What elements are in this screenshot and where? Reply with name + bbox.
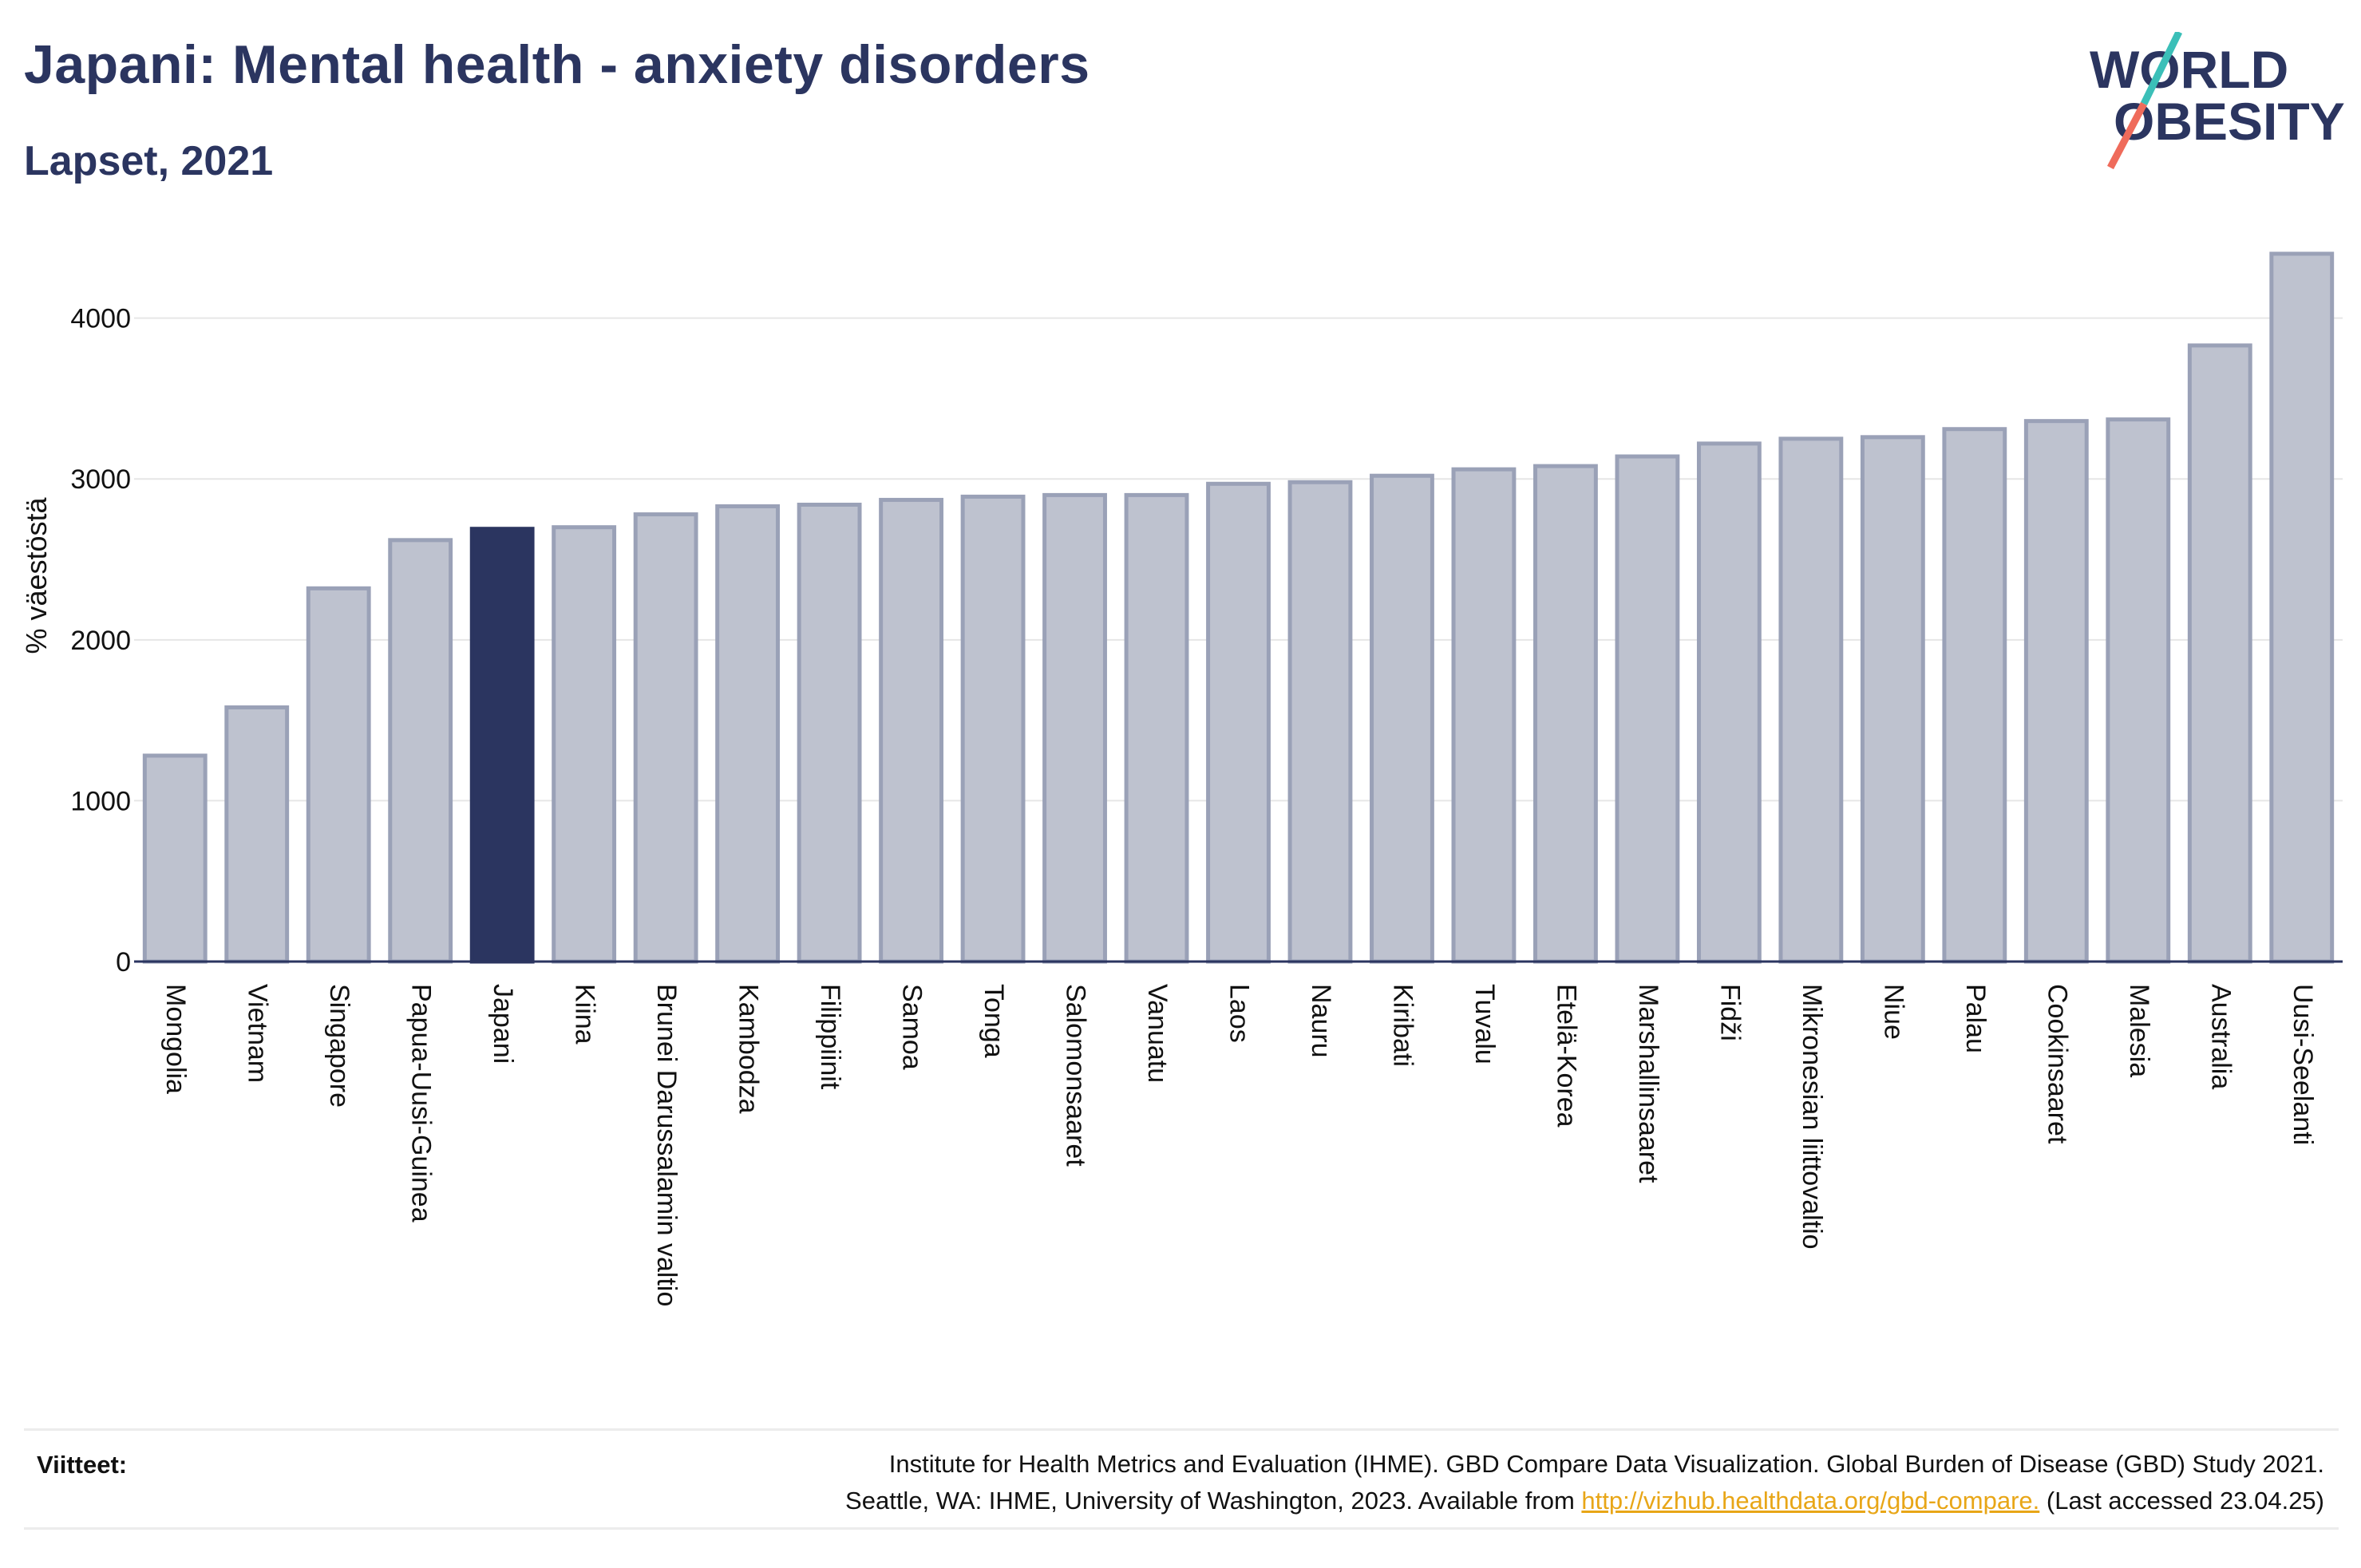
x-tick-label: Cookinsaaret: [2042, 984, 2072, 1144]
x-tick-label: Niue: [1878, 984, 1908, 1040]
reference-link[interactable]: http://vizhub.healthdata.org/gbd-compare…: [1581, 1487, 2040, 1515]
bar-etelä-korea: [1533, 464, 1598, 964]
x-tick-label: Salomonsaaret: [1061, 984, 1091, 1167]
reference-line-2: Seattle, WA: IHME, University of Washing…: [409, 1483, 2324, 1519]
x-tick-label: Brunei Darussalamin valtio: [651, 984, 682, 1306]
y-tick-label: 0: [116, 947, 131, 978]
bar-tonga: [960, 494, 1026, 964]
y-tick-label: 1000: [70, 786, 131, 816]
world-obesity-logo: WORLD OBESITY: [2090, 32, 2345, 170]
y-tick-label: 4000: [70, 304, 131, 334]
logo-slash-top: [2140, 32, 2183, 105]
x-tick-label: Laos: [1224, 984, 1255, 1043]
bar-filippiinit: [797, 502, 862, 964]
bar-vietnam: [224, 705, 290, 964]
x-tick-label: Malesia: [2124, 984, 2154, 1077]
y-tick-label: 3000: [70, 464, 131, 495]
bar-tuvalu: [1451, 467, 1517, 964]
x-tick-label: Mikronesian liittovaltio: [1797, 984, 1827, 1250]
references-label: Viitteet:: [37, 1451, 128, 1479]
x-tick-label: Mongolia: [160, 984, 191, 1094]
x-tick-label: Vanuatu: [1142, 984, 1173, 1083]
references-text: Institute for Health Metrics and Evaluat…: [409, 1446, 2324, 1519]
bar-palau: [1942, 427, 2007, 964]
y-axis-label: % väestöstä: [20, 496, 53, 654]
x-tick-label: Kambodza: [734, 984, 764, 1114]
reference-line-1: Institute for Health Metrics and Evaluat…: [888, 1450, 2324, 1478]
y-tick-labels: 0 1000 2000 3000 4000: [70, 304, 131, 978]
x-tick-label: Singapore: [324, 984, 354, 1108]
bar-marshallinsaaret: [1615, 454, 1680, 964]
bar-malesia: [2106, 417, 2171, 964]
bar-samoa: [879, 497, 943, 964]
bar-singapore: [306, 586, 371, 964]
bar-cookinsaaret: [2023, 419, 2089, 964]
bar-japani: [469, 527, 535, 964]
bar-nauru: [1287, 480, 1353, 964]
x-tick-label: Kiina: [570, 984, 600, 1045]
bar-fidži: [1696, 441, 1762, 964]
bar-vanuatu: [1124, 492, 1189, 964]
x-tick-label: Papua-Uusi-Guinea: [406, 984, 437, 1222]
x-tick-label: Kiribati: [1387, 984, 1418, 1067]
bar-kiribati: [1370, 473, 1434, 964]
x-tick-label: Vietnam: [243, 984, 273, 1083]
bar-mikronesian-liittovaltio: [1778, 436, 1844, 964]
bar-uusi-seelanti: [2269, 251, 2335, 964]
y-tick-label: 2000: [70, 626, 131, 656]
x-tick-label: Tuvalu: [1469, 984, 1500, 1064]
bar-kambodza: [715, 504, 781, 964]
x-tick-label: Marshallinsaaret: [1633, 984, 1663, 1183]
reference-suffix: (Last accessed 23.04.25): [2039, 1487, 2324, 1515]
bar-kiina: [552, 525, 617, 964]
x-tick-label: Filippiinit: [815, 984, 845, 1090]
x-tick-label: Uusi-Seelanti: [2288, 984, 2318, 1145]
bar-brunei-darussalamin-valtio: [633, 512, 698, 964]
x-tick-label: Etelä-Korea: [1551, 984, 1581, 1128]
bar-papua-uusi-guinea: [388, 538, 453, 964]
x-tick-label: Japani: [488, 984, 518, 1064]
x-tick-labels: Mongolia Vietnam Singapore Papua-Uusi-Guine…: [160, 984, 2318, 1306]
logo-line1: WORLD: [2090, 40, 2288, 99]
footer-divider-bottom: [24, 1527, 2339, 1530]
bar-salomonsaaret: [1042, 492, 1107, 964]
bar-australia: [2187, 343, 2252, 964]
bar-niue: [1860, 435, 1925, 964]
logo-slash-bottom: [2107, 101, 2147, 170]
reference-prefix: Seattle, WA: IHME, University of Washing…: [845, 1487, 1582, 1515]
x-tick-label: Samoa: [897, 984, 927, 1070]
bars: [142, 251, 2335, 964]
footer-divider-top: [24, 1428, 2339, 1431]
x-tick-label: Tonga: [979, 984, 1009, 1058]
chart-subtitle: Lapset, 2021: [24, 138, 274, 184]
bar-chart: 0 1000 2000 3000 4000 Mongolia Vietnam Singapo…: [20, 251, 2343, 1306]
x-tick-label: Australia: [2205, 984, 2236, 1089]
x-tick-label: Nauru: [1306, 984, 1336, 1058]
bar-mongolia: [142, 753, 208, 964]
bar-laos: [1206, 481, 1271, 964]
x-tick-label: Fidži: [1714, 984, 1745, 1041]
x-tick-label: Palau: [1960, 984, 1991, 1053]
logo-line2: OBESITY: [2114, 92, 2345, 151]
chart-title: Japani: Mental health - anxiety disorder…: [24, 34, 1090, 95]
